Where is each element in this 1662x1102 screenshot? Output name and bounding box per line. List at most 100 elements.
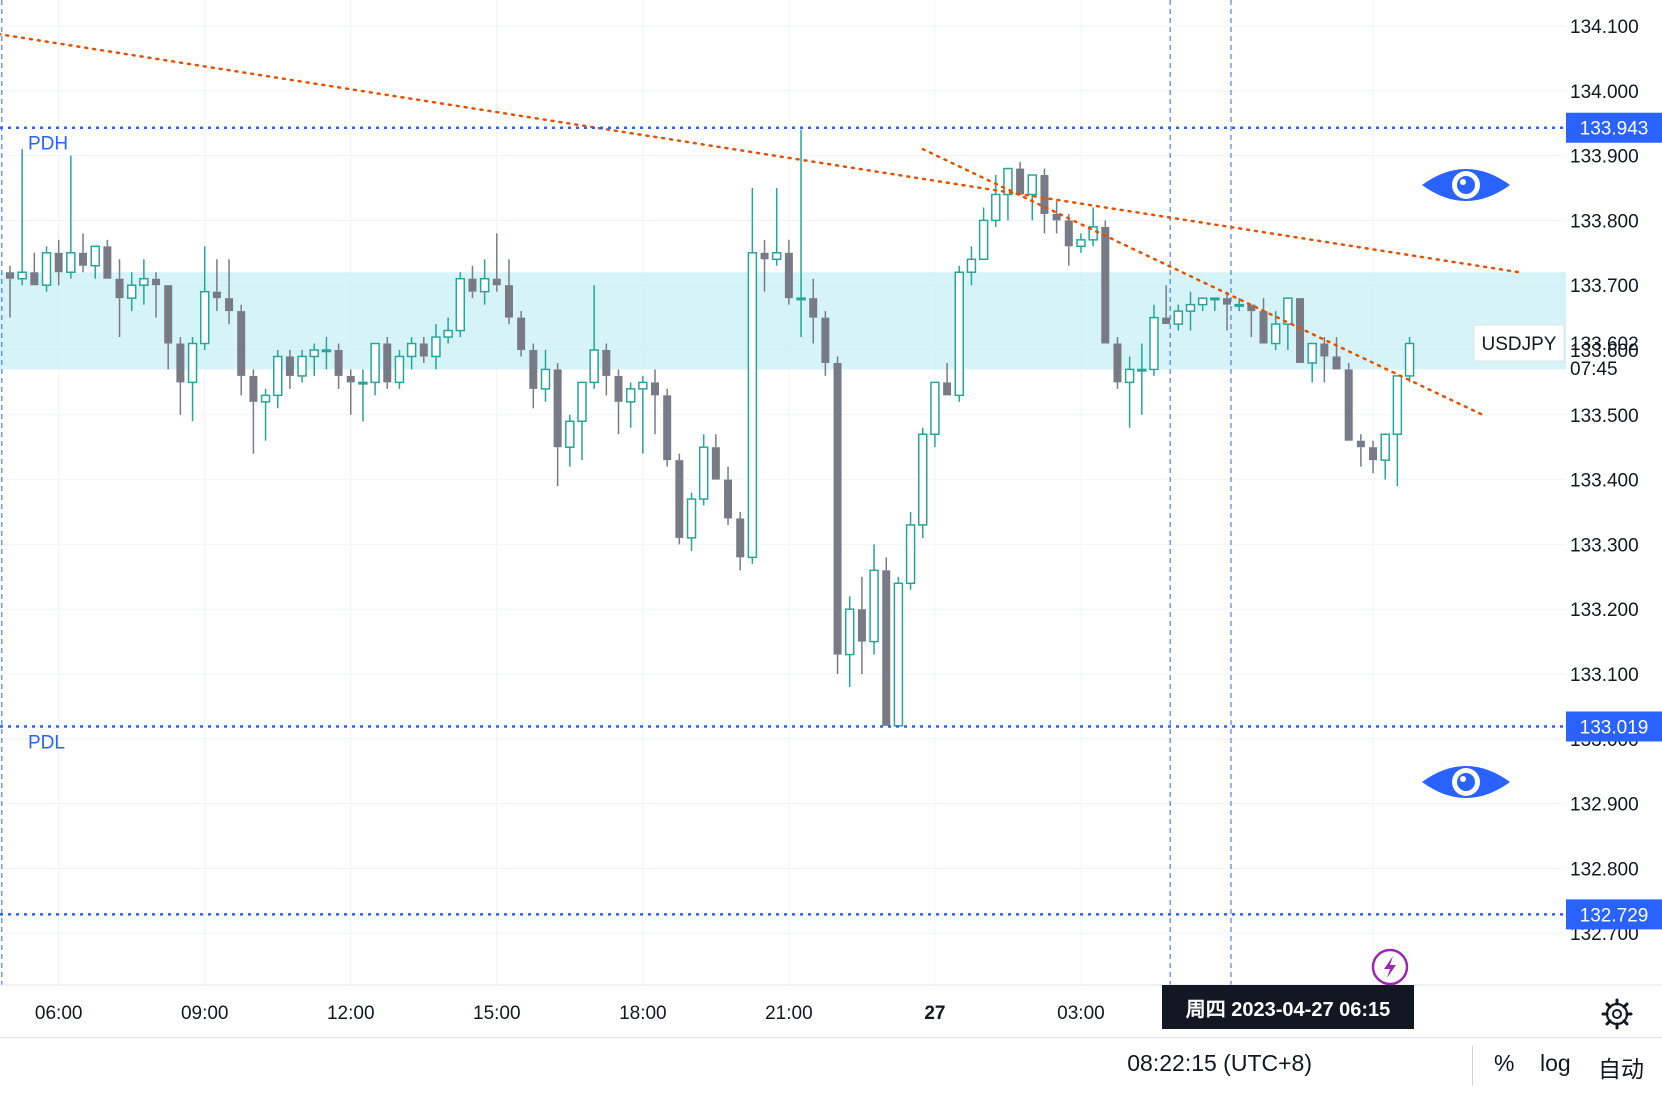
candle xyxy=(602,344,610,396)
time-tick-label: 06:00 xyxy=(35,1003,83,1024)
candle xyxy=(858,577,866,674)
horizontal-levels[interactable]: PDH 133.943 PDL 133.019 132.729 xyxy=(0,113,1662,930)
level-price-tag: 133.019 xyxy=(1566,711,1662,741)
candle-body xyxy=(748,253,756,558)
candle-body xyxy=(566,421,574,447)
candle xyxy=(955,266,963,402)
price-tick-label: 134.000 xyxy=(1570,82,1639,103)
auto-scale-button[interactable]: 自动 xyxy=(1598,1050,1644,1084)
candle-body xyxy=(359,382,367,384)
level-price-text: 133.019 xyxy=(1580,717,1649,738)
candle-body xyxy=(1333,356,1341,369)
candle-body xyxy=(1369,447,1377,460)
candle-body xyxy=(931,382,939,434)
time-tick-label: 09:00 xyxy=(181,1003,229,1024)
candle xyxy=(1028,175,1036,220)
candle-body xyxy=(1223,298,1231,304)
candle xyxy=(1113,337,1121,389)
candle-body xyxy=(55,253,63,272)
candle xyxy=(700,434,708,505)
candle-body xyxy=(675,460,683,538)
log-scale-button[interactable]: log xyxy=(1540,1050,1571,1077)
symbol-label: USDJPY xyxy=(1482,334,1557,355)
percent-scale-button[interactable]: % xyxy=(1494,1050,1514,1077)
candle-body xyxy=(322,350,330,352)
candle-body xyxy=(335,350,343,376)
candle-body xyxy=(785,253,793,298)
candle-body xyxy=(18,272,26,278)
candle-body xyxy=(858,609,866,641)
candle xyxy=(931,382,939,447)
candle-body xyxy=(468,279,476,292)
candle-body xyxy=(955,272,963,395)
candle-body xyxy=(907,525,915,583)
candle-body xyxy=(967,259,975,272)
trendline[interactable] xyxy=(0,13,1519,272)
candle-body xyxy=(700,447,708,499)
lightning-event-icon[interactable] xyxy=(1373,950,1407,984)
candle xyxy=(1393,376,1401,486)
candle xyxy=(505,259,513,324)
candle-body xyxy=(943,382,951,395)
candle xyxy=(688,493,696,551)
candle-body xyxy=(602,350,610,376)
candle-body xyxy=(456,279,464,331)
candle-body xyxy=(773,253,781,259)
level-price-tag: 133.943 xyxy=(1566,113,1662,143)
current-price-value: 133.602 xyxy=(1570,334,1639,355)
candle-body xyxy=(371,344,379,383)
candle xyxy=(529,344,537,409)
candle-body xyxy=(615,376,623,402)
candle-body xyxy=(894,583,902,726)
candle xyxy=(1357,434,1365,466)
candle-body xyxy=(274,356,282,395)
vertical-date-markers xyxy=(2,0,1231,985)
candle-body xyxy=(225,298,233,311)
candle-body xyxy=(91,246,99,265)
candle-body xyxy=(43,253,51,285)
candle xyxy=(554,363,562,486)
candle-body xyxy=(249,376,257,402)
candle-body xyxy=(1028,175,1036,194)
clock-timezone[interactable]: 08:22:15 (UTC+8) xyxy=(1127,1050,1312,1077)
candle xyxy=(517,311,525,356)
candle xyxy=(1296,298,1304,363)
crosshair-time-label: 周四 2023-04-27 06:15 xyxy=(1162,985,1414,1029)
candle-body xyxy=(554,369,562,447)
candle-body xyxy=(30,272,38,285)
candle xyxy=(274,350,282,408)
candle-body xyxy=(237,311,245,376)
candle-body xyxy=(1260,311,1268,343)
candle-body xyxy=(1235,305,1243,307)
candle-body xyxy=(541,369,549,388)
candle-body xyxy=(383,344,391,383)
candle-body xyxy=(1199,298,1207,304)
candle-body xyxy=(116,279,124,298)
candle xyxy=(785,240,793,305)
candle xyxy=(578,382,586,460)
candle xyxy=(18,149,26,285)
candle-body xyxy=(1016,169,1024,195)
candle-body xyxy=(688,499,696,538)
candle xyxy=(383,337,391,389)
eye-icon[interactable] xyxy=(1422,766,1510,798)
price-tick-label: 133.500 xyxy=(1570,406,1639,427)
eye-icon[interactable] xyxy=(1422,169,1510,201)
candle xyxy=(748,188,756,564)
footer-divider xyxy=(1472,1046,1473,1086)
candle xyxy=(1004,169,1012,221)
level-price-tag: 132.729 xyxy=(1566,899,1662,929)
candle-body xyxy=(517,318,525,350)
candle xyxy=(189,337,197,421)
price-chart[interactable]: 134.100 134.000 133.900 133.800 133.700 133.6… xyxy=(0,0,1662,1040)
price-tick-label: 133.800 xyxy=(1570,211,1639,232)
candle-body xyxy=(651,382,659,395)
candlestick-series xyxy=(6,130,1414,726)
candle-body xyxy=(408,344,416,357)
candle xyxy=(347,369,355,414)
candle xyxy=(894,577,902,726)
level-price-text: 133.943 xyxy=(1580,119,1649,140)
candle xyxy=(201,246,209,350)
price-axis[interactable]: 134.100 134.000 133.900 133.800 133.700 133.6… xyxy=(1570,17,1639,945)
candle-body xyxy=(1308,344,1316,363)
